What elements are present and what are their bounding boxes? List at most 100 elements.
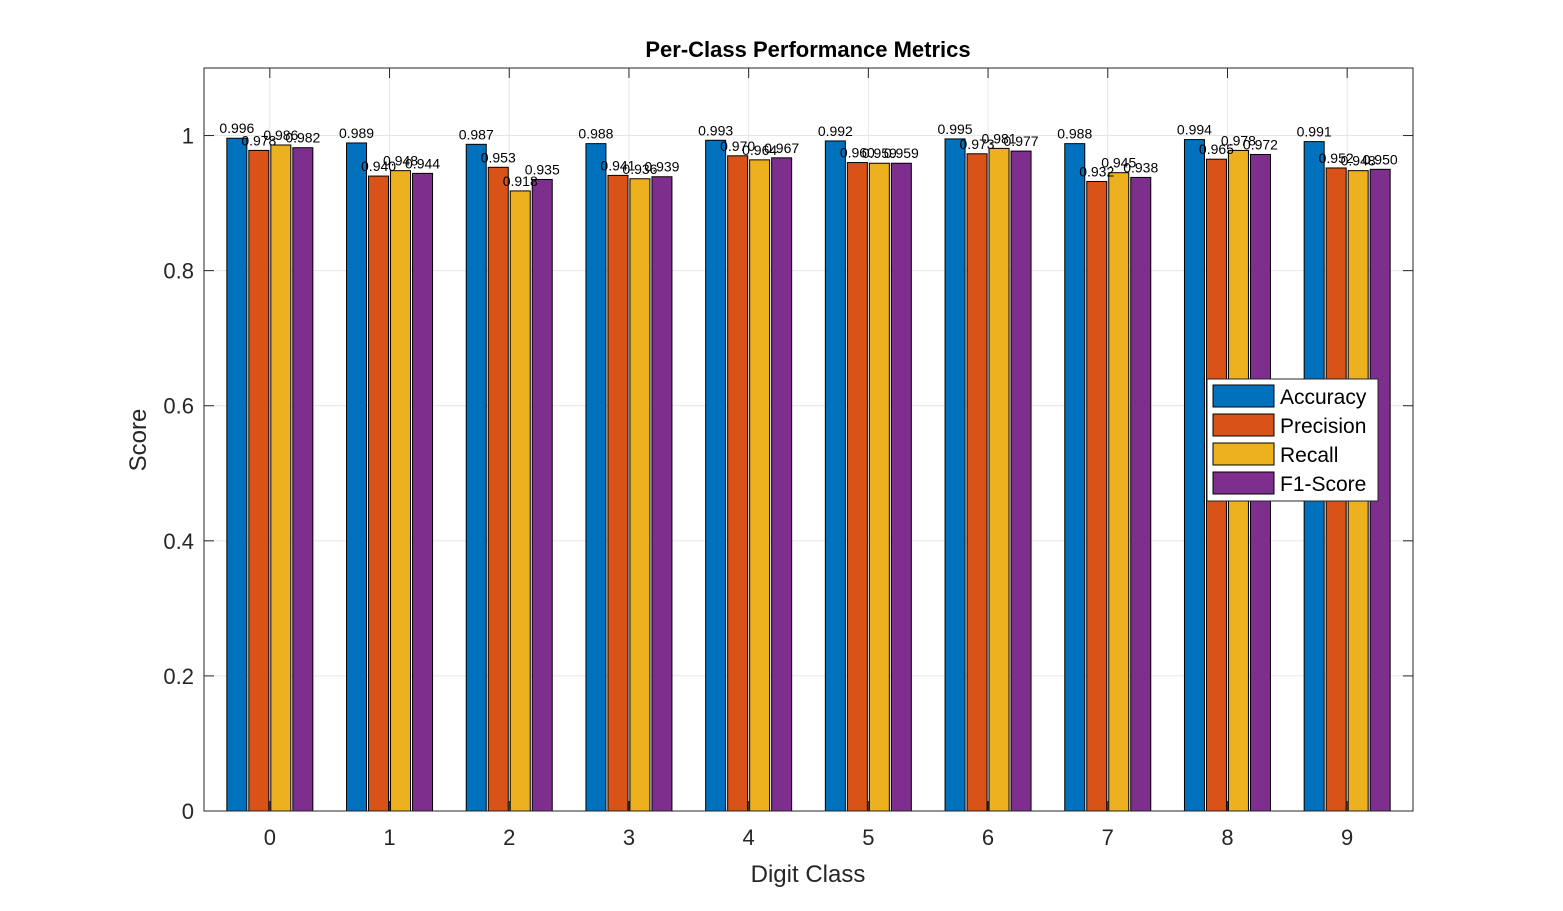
data-label: 0.995 xyxy=(938,121,973,137)
axis-ticks: 0 0.2 0.4 0.6 0.8 1 0 1 2 3 4 5 6 7 8 9 xyxy=(163,68,1413,850)
data-label: 0.991 xyxy=(1297,124,1332,140)
data-label: 0.994 xyxy=(1177,122,1212,138)
data-label: 0.972 xyxy=(1243,136,1278,152)
data-label: 0.981 xyxy=(982,130,1017,146)
data-label: 0.967 xyxy=(764,140,799,156)
data-label: 0.918 xyxy=(503,173,538,189)
bar-accuracy-0 xyxy=(226,137,248,812)
legend-label-precision: Precision xyxy=(1280,415,1366,438)
legend-swatch-precision xyxy=(1212,413,1275,437)
bar-accuracy-4 xyxy=(705,139,727,812)
bar-precision-3 xyxy=(607,174,629,812)
data-label: 0.978 xyxy=(1221,132,1256,148)
y-tick-label: 0 xyxy=(182,799,194,824)
x-tick-label: 1 xyxy=(383,825,395,850)
bar-accuracy-6 xyxy=(944,138,966,812)
data-label: 0.977 xyxy=(1004,133,1039,149)
bar-f1-score-4 xyxy=(771,157,793,812)
bar-recall-5 xyxy=(868,162,890,812)
data-label: 0.996 xyxy=(219,120,254,136)
data-label: 0.945 xyxy=(1101,155,1136,171)
legend-label-recall: Recall xyxy=(1280,444,1338,467)
bar-precision-6 xyxy=(966,153,988,812)
bar-recall-3 xyxy=(629,178,651,812)
y-tick-label: 0.8 xyxy=(163,259,194,284)
legend-label-f1-score: F1-Score xyxy=(1280,473,1366,496)
y-tick-label: 0.6 xyxy=(163,394,194,419)
data-label: 0.948 xyxy=(383,153,418,169)
data-label: 0.940 xyxy=(361,158,396,174)
data-label: 0.978 xyxy=(241,132,276,148)
y-tick-label: 1 xyxy=(182,124,194,149)
legend-swatch-accuracy xyxy=(1212,384,1275,408)
data-label: 0.988 xyxy=(1057,126,1092,142)
data-label: 0.941 xyxy=(600,157,635,173)
data-label: 0.950 xyxy=(1363,151,1398,167)
bar-precision-5 xyxy=(846,162,868,812)
bar-recall-7 xyxy=(1108,172,1130,812)
x-tick-label: 8 xyxy=(1221,825,1233,850)
x-tick-label: 4 xyxy=(743,825,755,850)
bar-accuracy-8 xyxy=(1183,139,1205,812)
data-label: 0.936 xyxy=(622,161,657,177)
data-label: 0.987 xyxy=(459,126,494,142)
data-label: 0.973 xyxy=(960,136,995,152)
data-label: 0.935 xyxy=(525,161,560,177)
x-tick-label: 7 xyxy=(1102,825,1114,850)
y-axis-label: Score xyxy=(125,409,152,472)
x-tick-label: 0 xyxy=(264,825,276,850)
y-tick-label: 0.2 xyxy=(163,664,194,689)
legend-swatch-f1-score xyxy=(1212,471,1275,495)
bar-f1-score-6 xyxy=(1010,150,1032,812)
bar-recall-6 xyxy=(988,147,1010,812)
x-tick-label: 9 xyxy=(1341,825,1353,850)
bar-precision-1 xyxy=(368,175,390,812)
bar-recall-2 xyxy=(509,190,531,812)
data-label: 0.970 xyxy=(720,138,755,154)
bar-precision-4 xyxy=(727,155,749,812)
data-label: 0.938 xyxy=(1123,159,1158,175)
data-label: 0.989 xyxy=(339,125,374,141)
legend: Accuracy Precision Recall F1-Score xyxy=(1206,378,1379,502)
data-label: 0.948 xyxy=(1341,153,1376,169)
bar-precision-7 xyxy=(1086,180,1108,812)
data-label: 0.964 xyxy=(742,142,777,158)
bar-recall-4 xyxy=(749,159,771,812)
bar-f1-score-2 xyxy=(531,178,553,812)
bar-accuracy-5 xyxy=(824,140,846,812)
bar-f1-score-5 xyxy=(890,162,912,812)
data-label: 0.986 xyxy=(263,127,298,143)
bar-f1-score-3 xyxy=(651,176,673,812)
bar-accuracy-2 xyxy=(465,143,487,812)
x-axis-label: Digit Class xyxy=(751,861,866,888)
bar-accuracy-3 xyxy=(585,143,607,812)
data-label: 0.944 xyxy=(405,155,440,171)
chart-title: Per-Class Performance Metrics xyxy=(645,37,970,62)
x-tick-label: 2 xyxy=(503,825,515,850)
data-label: 0.993 xyxy=(698,122,733,138)
legend-label-accuracy: Accuracy xyxy=(1280,386,1367,409)
bar-f1-score-0 xyxy=(292,147,314,812)
plot-area-frame xyxy=(203,67,1414,812)
legend-swatch-recall xyxy=(1212,442,1275,466)
x-tick-label: 5 xyxy=(862,825,874,850)
bar-f1-score-7 xyxy=(1130,176,1152,812)
data-label: 0.959 xyxy=(884,145,919,161)
data-label: 0.952 xyxy=(1319,150,1354,166)
bar-recall-0 xyxy=(270,144,292,812)
data-label: 0.939 xyxy=(644,159,679,175)
data-label: 0.988 xyxy=(578,126,613,142)
bar-f1-score-1 xyxy=(412,172,434,812)
data-label: 0.992 xyxy=(818,123,853,139)
data-label: 0.953 xyxy=(481,149,516,165)
bar-accuracy-1 xyxy=(346,142,368,812)
x-tick-label: 6 xyxy=(982,825,994,850)
data-label: 0.982 xyxy=(285,130,320,146)
bar-accuracy-7 xyxy=(1064,143,1086,812)
bar-precision-0 xyxy=(248,149,270,812)
data-label: 0.932 xyxy=(1079,163,1114,179)
data-label: 0.959 xyxy=(862,145,897,161)
